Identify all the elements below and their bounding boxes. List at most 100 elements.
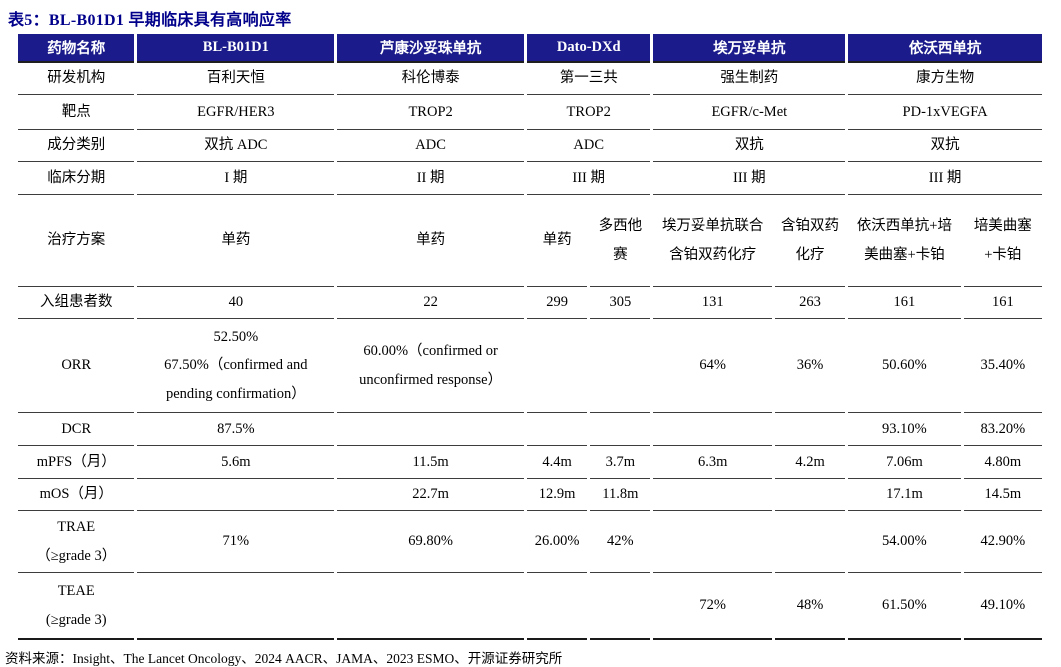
- table-cell: 依沃西单抗+培美曲塞+卡铂: [848, 195, 961, 287]
- table-cell: 单药: [526, 195, 588, 287]
- table-cell: 6.3m: [653, 446, 772, 479]
- table-cell: 4.4m: [526, 446, 588, 479]
- row-label: TEAE (≥grade 3): [18, 573, 135, 640]
- table-cell: 83.20%: [963, 413, 1042, 446]
- table-cell: 54.00%: [848, 511, 961, 573]
- table-cell: EGFR/c-Met: [653, 95, 846, 130]
- table-cell: 69.80%: [337, 511, 524, 573]
- table-cell: 87.5%: [137, 413, 335, 446]
- table-cell: 42.90%: [963, 511, 1042, 573]
- table-row-1: 靶点 EGFR/HER3 TROP2 TROP2 EGFR/c-Met PD-1xVEGF…: [18, 95, 1042, 130]
- table-cell: 康方生物: [848, 63, 1042, 95]
- table-cell: I 期: [137, 162, 335, 195]
- table-cell: [137, 479, 335, 511]
- table-row-3: 临床分期 I 期 II 期 III 期 III 期 III 期: [18, 162, 1042, 195]
- table-cell: 131: [653, 287, 772, 319]
- table-cell: 17.1m: [848, 479, 961, 511]
- table-cell: TROP2: [526, 95, 651, 130]
- header-cell-2: 芦康沙妥珠单抗: [337, 34, 524, 63]
- table-cell: 49.10%: [963, 573, 1042, 640]
- table-cell: [590, 319, 651, 413]
- table-cell: [137, 573, 335, 640]
- table-cell: 3.7m: [590, 446, 651, 479]
- row-label: 入组患者数: [18, 287, 135, 319]
- table-cell: [526, 573, 588, 640]
- table-cell: 61.50%: [848, 573, 961, 640]
- table-cell: 单药: [337, 195, 524, 287]
- table-body: 研发机构 百利天恒 科伦博泰 第一三共 强生制药 康方生物 靶点 EGFR/HER3 TROP2…: [18, 63, 1042, 640]
- table-cell: PD-1xVEGFA: [848, 95, 1042, 130]
- table-cell: 11.8m: [590, 479, 651, 511]
- table-cell: 4.80m: [963, 446, 1042, 479]
- table-row-4: 治疗方案 单药 单药 单药 多西他赛 埃万妥单抗联合含铂双药化疗 含铂双药化疗 依沃西单抗+培…: [18, 195, 1042, 287]
- table-cell: 双抗 ADC: [137, 130, 335, 162]
- row-label: 成分类别: [18, 130, 135, 162]
- table-cell: 培美曲塞+卡铂: [963, 195, 1042, 287]
- table-cell: 埃万妥单抗联合含铂双药化疗: [653, 195, 772, 287]
- table-cell: 22.7m: [337, 479, 524, 511]
- table-cell: 强生制药: [653, 63, 846, 95]
- table-cell: TROP2: [337, 95, 524, 130]
- table-cell: [526, 413, 588, 446]
- table-row-8: mPFS（月） 5.6m 11.5m 4.4m 3.7m 6.3m 4.2m 7.06m 4.8…: [18, 446, 1042, 479]
- table-cell: 35.40%: [963, 319, 1042, 413]
- table-cell: 7.06m: [848, 446, 961, 479]
- table-row-9: mOS（月） 22.7m 12.9m 11.8m 17.1m 14.5m: [18, 479, 1042, 511]
- table-row-2: 成分类别 双抗 ADC ADC ADC 双抗 双抗: [18, 130, 1042, 162]
- table-cell: 多西他赛: [590, 195, 651, 287]
- table-cell: 26.00%: [526, 511, 588, 573]
- row-label: TRAE （≥grade 3）: [18, 511, 135, 573]
- table-cell: [774, 479, 846, 511]
- table-cell: 单药: [137, 195, 335, 287]
- header-cell-1: BL-B01D1: [137, 34, 335, 63]
- table-cell: [653, 479, 772, 511]
- table-cell: 50.60%: [848, 319, 961, 413]
- table-cell: 48%: [774, 573, 846, 640]
- row-label: 研发机构: [18, 63, 135, 95]
- table-row-11: TEAE (≥grade 3) 72% 48% 61.50% 49.10%: [18, 573, 1042, 640]
- table-cell: II 期: [337, 162, 524, 195]
- table-cell: [774, 511, 846, 573]
- row-label: DCR: [18, 413, 135, 446]
- table-cell: [653, 413, 772, 446]
- table-cell: 161: [848, 287, 961, 319]
- table-cell: ADC: [526, 130, 651, 162]
- table-cell: 42%: [590, 511, 651, 573]
- header-cell-0: 药物名称: [18, 34, 135, 63]
- row-label: ORR: [18, 319, 135, 413]
- table-cell: 第一三共: [526, 63, 651, 95]
- table-cell: [653, 511, 772, 573]
- table-cell: 72%: [653, 573, 772, 640]
- page-title: 表5：BL-B01D1 早期临床具有高响应率: [8, 12, 292, 29]
- table-cell: 93.10%: [848, 413, 961, 446]
- table-cell: ADC: [337, 130, 524, 162]
- header-cell-5: 依沃西单抗: [848, 34, 1042, 63]
- header-cell-3: Dato-DXd: [526, 34, 651, 63]
- table-cell: [590, 573, 651, 640]
- table-row-10: TRAE （≥grade 3） 71% 69.80% 26.00% 42% 54.00% 4…: [18, 511, 1042, 573]
- row-label: 治疗方案: [18, 195, 135, 287]
- table-cell: 双抗: [653, 130, 846, 162]
- table-cell: III 期: [848, 162, 1042, 195]
- table-cell: 64%: [653, 319, 772, 413]
- table-cell: 305: [590, 287, 651, 319]
- table-cell: 科伦博泰: [337, 63, 524, 95]
- source-note: 资料来源：Insight、The Lancet Oncology、2024 AA…: [5, 651, 563, 666]
- table-cell: 71%: [137, 511, 335, 573]
- table-cell: 含铂双药化疗: [774, 195, 846, 287]
- table-cell: [590, 413, 651, 446]
- table-cell: 11.5m: [337, 446, 524, 479]
- table-cell: 百利天恒: [137, 63, 335, 95]
- table-cell: 36%: [774, 319, 846, 413]
- table-cell: 4.2m: [774, 446, 846, 479]
- table-cell: [337, 413, 524, 446]
- row-label: 临床分期: [18, 162, 135, 195]
- table-cell: [774, 413, 846, 446]
- table-header-row: 药物名称 BL-B01D1 芦康沙妥珠单抗 Dato-DXd 埃万妥单抗 依沃西单抗: [18, 34, 1042, 63]
- table-cell: [526, 319, 588, 413]
- table-cell: 22: [337, 287, 524, 319]
- table-cell: [337, 573, 524, 640]
- table-cell: 14.5m: [963, 479, 1042, 511]
- table-cell: 52.50% 67.50%（confirmed and pending conf…: [137, 319, 335, 413]
